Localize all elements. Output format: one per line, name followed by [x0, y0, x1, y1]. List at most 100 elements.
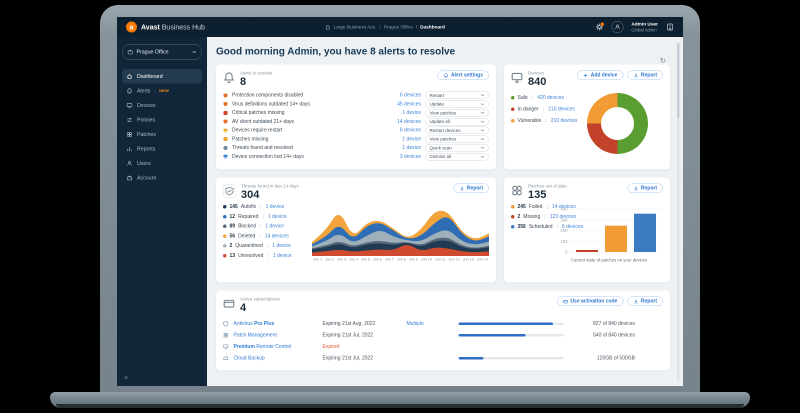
alert-action-select[interactable]: View patches: [425, 135, 489, 143]
legend-devices-link[interactable]: 1 device: [267, 213, 287, 220]
chevron-down-icon: [192, 50, 197, 54]
breadcrumb-item[interactable]: Prague Office: [376, 24, 413, 30]
alert-settings-button[interactable]: Alert settings: [437, 70, 489, 80]
bell-icon: [223, 72, 235, 84]
briefcase-icon: [126, 175, 133, 180]
patches-report-button[interactable]: Report: [627, 183, 663, 193]
use-activation-code-button[interactable]: Use activation code: [556, 296, 624, 306]
alert-devices-link[interactable]: 45 devices: [397, 101, 421, 107]
office-name: Prague Office: [136, 49, 169, 55]
threats-count: 304: [241, 188, 260, 201]
legend-devices-link[interactable]: 1 device: [265, 204, 285, 210]
alert-action-select[interactable]: Update all: [425, 117, 489, 126]
shield-alert-icon: [223, 102, 228, 107]
collapse-sidebar-button[interactable]: «: [124, 373, 128, 381]
subscription-name-link[interactable]: Cloud Backup: [233, 355, 265, 362]
patch-critical-icon: [223, 110, 228, 115]
office-icon: [127, 49, 133, 55]
alerts-count: 8: [240, 75, 247, 88]
alert-action-select[interactable]: Quick scan: [425, 144, 489, 152]
legend-devices-link[interactable]: 210 devices: [548, 106, 575, 113]
cloud-icon: [223, 356, 229, 361]
user-menu[interactable]: Admin User Global Admin: [631, 21, 658, 32]
x-tick-label: Jun 12: [448, 257, 460, 262]
sidebar-item-reports[interactable]: Reports: [122, 142, 202, 157]
alerts-card: Alerts to resolve 8 Alert settings: [216, 64, 496, 170]
subscription-expiry: Expiring 21st Aug, 2022: [322, 321, 376, 327]
legend-devices-link[interactable]: 210 devices: [550, 118, 578, 124]
alert-devices-link[interactable]: 14 devices: [397, 118, 421, 125]
alert-row: Protection components disabled 6 devices…: [223, 91, 489, 100]
subscription-name-link[interactable]: Antivirus Pro Plus: [233, 321, 275, 327]
settings-gear-button[interactable]: [595, 22, 605, 31]
home-icon: [127, 73, 132, 79]
sidebar-item-account[interactable]: Account: [122, 171, 202, 186]
alert-row: Critical patches missing 1 device View p…: [223, 109, 489, 118]
subscriptions-count: 4: [240, 301, 247, 314]
alert-label: Protection components disabled: [232, 92, 304, 99]
alert-label: Critical patches missing: [232, 110, 285, 116]
organization-icon[interactable]: [666, 23, 674, 31]
legend-dot: [223, 253, 227, 258]
alert-row: Virus definitions outdated 14+ days 45 d…: [223, 100, 489, 109]
legend-devices-link[interactable]: 1 device: [272, 243, 291, 249]
subscription-multiple-link[interactable]: Multiple: [406, 321, 424, 327]
legend-item: 145 Autofix 1 device: [223, 204, 307, 210]
alert-action-select[interactable]: View patches: [425, 109, 489, 117]
breadcrumb: Large Business Acc. Prague Office Dashbo…: [325, 24, 445, 30]
subscription-name-link[interactable]: Patch Management: [233, 332, 277, 339]
sidebar-item-devices[interactable]: Devices: [122, 98, 202, 113]
x-tick-label: Jun 6: [372, 257, 383, 262]
legend-item: 12 Repaired 1 device: [223, 213, 307, 220]
alert-row: AV client outdated 21+ days 14 devices U…: [223, 117, 489, 126]
add-device-button[interactable]: Add device: [577, 70, 624, 80]
sidebar-item-policies[interactable]: Policies: [122, 113, 202, 128]
alert-action-select[interactable]: Update: [425, 100, 489, 108]
chevron-down-icon: [480, 146, 485, 149]
alert-action-select[interactable]: Restart: [425, 91, 489, 100]
alert-action-select[interactable]: Restart devices: [425, 126, 489, 135]
legend-devices-link[interactable]: 123 devices: [549, 214, 577, 220]
alert-action-select[interactable]: Dismiss all: [425, 152, 489, 161]
alert-devices-link[interactable]: 6 devices: [399, 92, 421, 99]
scrollbar-thumb[interactable]: [677, 43, 680, 118]
legend-devices-link[interactable]: 1 device: [272, 252, 292, 259]
legend-item: Vulnerable 210 devices: [511, 118, 577, 124]
alert-devices-link[interactable]: 1 device: [402, 110, 421, 116]
x-tick-label: Jun 2: [324, 257, 335, 262]
refresh-icon[interactable]: ↻: [659, 56, 666, 65]
subscriptions-report-button[interactable]: Report: [627, 296, 663, 306]
alert-label: Device connection lost 14+ days: [232, 153, 304, 160]
legend-devices-link[interactable]: 6 devices: [561, 224, 584, 230]
page-title: Good morning Admin, you have 8 alerts to…: [216, 46, 456, 57]
sidebar-item-patches[interactable]: Patches: [122, 127, 202, 142]
subscription-name-link[interactable]: Premium Remote Control: [233, 344, 292, 350]
alert-row: Patches missing 1 device View patches: [223, 135, 489, 144]
alert-devices-link[interactable]: 6 devices: [399, 127, 421, 134]
bell-icon: [443, 73, 449, 78]
legend-devices-link[interactable]: 14 devices: [264, 233, 289, 239]
avast-logo-icon: a: [126, 21, 137, 33]
devices-report-button[interactable]: Report: [627, 70, 663, 80]
legend-devices-link[interactable]: 1 device: [265, 223, 284, 230]
svg-text:300: 300: [560, 217, 568, 222]
legend-dot: [223, 214, 227, 219]
breadcrumb-item[interactable]: Large Business Acc.: [333, 24, 377, 30]
sidebar-item-dashboard[interactable]: Dashboard: [122, 69, 202, 84]
legend-devices-link[interactable]: 14 devices: [551, 204, 576, 210]
sidebar-item-alerts[interactable]: Alerts NEW: [122, 84, 202, 99]
office-selector[interactable]: Prague Office: [122, 44, 202, 60]
scrollbar[interactable]: [677, 42, 680, 381]
alert-label: Devices require restart: [232, 127, 283, 134]
sidebar-item-users[interactable]: Users: [122, 156, 202, 171]
subscription-row: Patch Management Expiring 21st Jul, 2022…: [223, 330, 663, 342]
alert-devices-link[interactable]: 1 device: [402, 136, 421, 142]
shield-alert-icon: [223, 93, 228, 98]
avatar[interactable]: [611, 21, 624, 33]
breadcrumb-item-current: Dashboard: [413, 24, 445, 30]
alert-devices-link[interactable]: 3 devices: [399, 153, 421, 160]
alert-devices-link[interactable]: 1 device: [402, 145, 421, 151]
threats-report-button[interactable]: Report: [453, 183, 489, 193]
card-title: Active subscriptions: [240, 296, 280, 302]
legend-devices-link[interactable]: 420 devices: [537, 95, 564, 101]
